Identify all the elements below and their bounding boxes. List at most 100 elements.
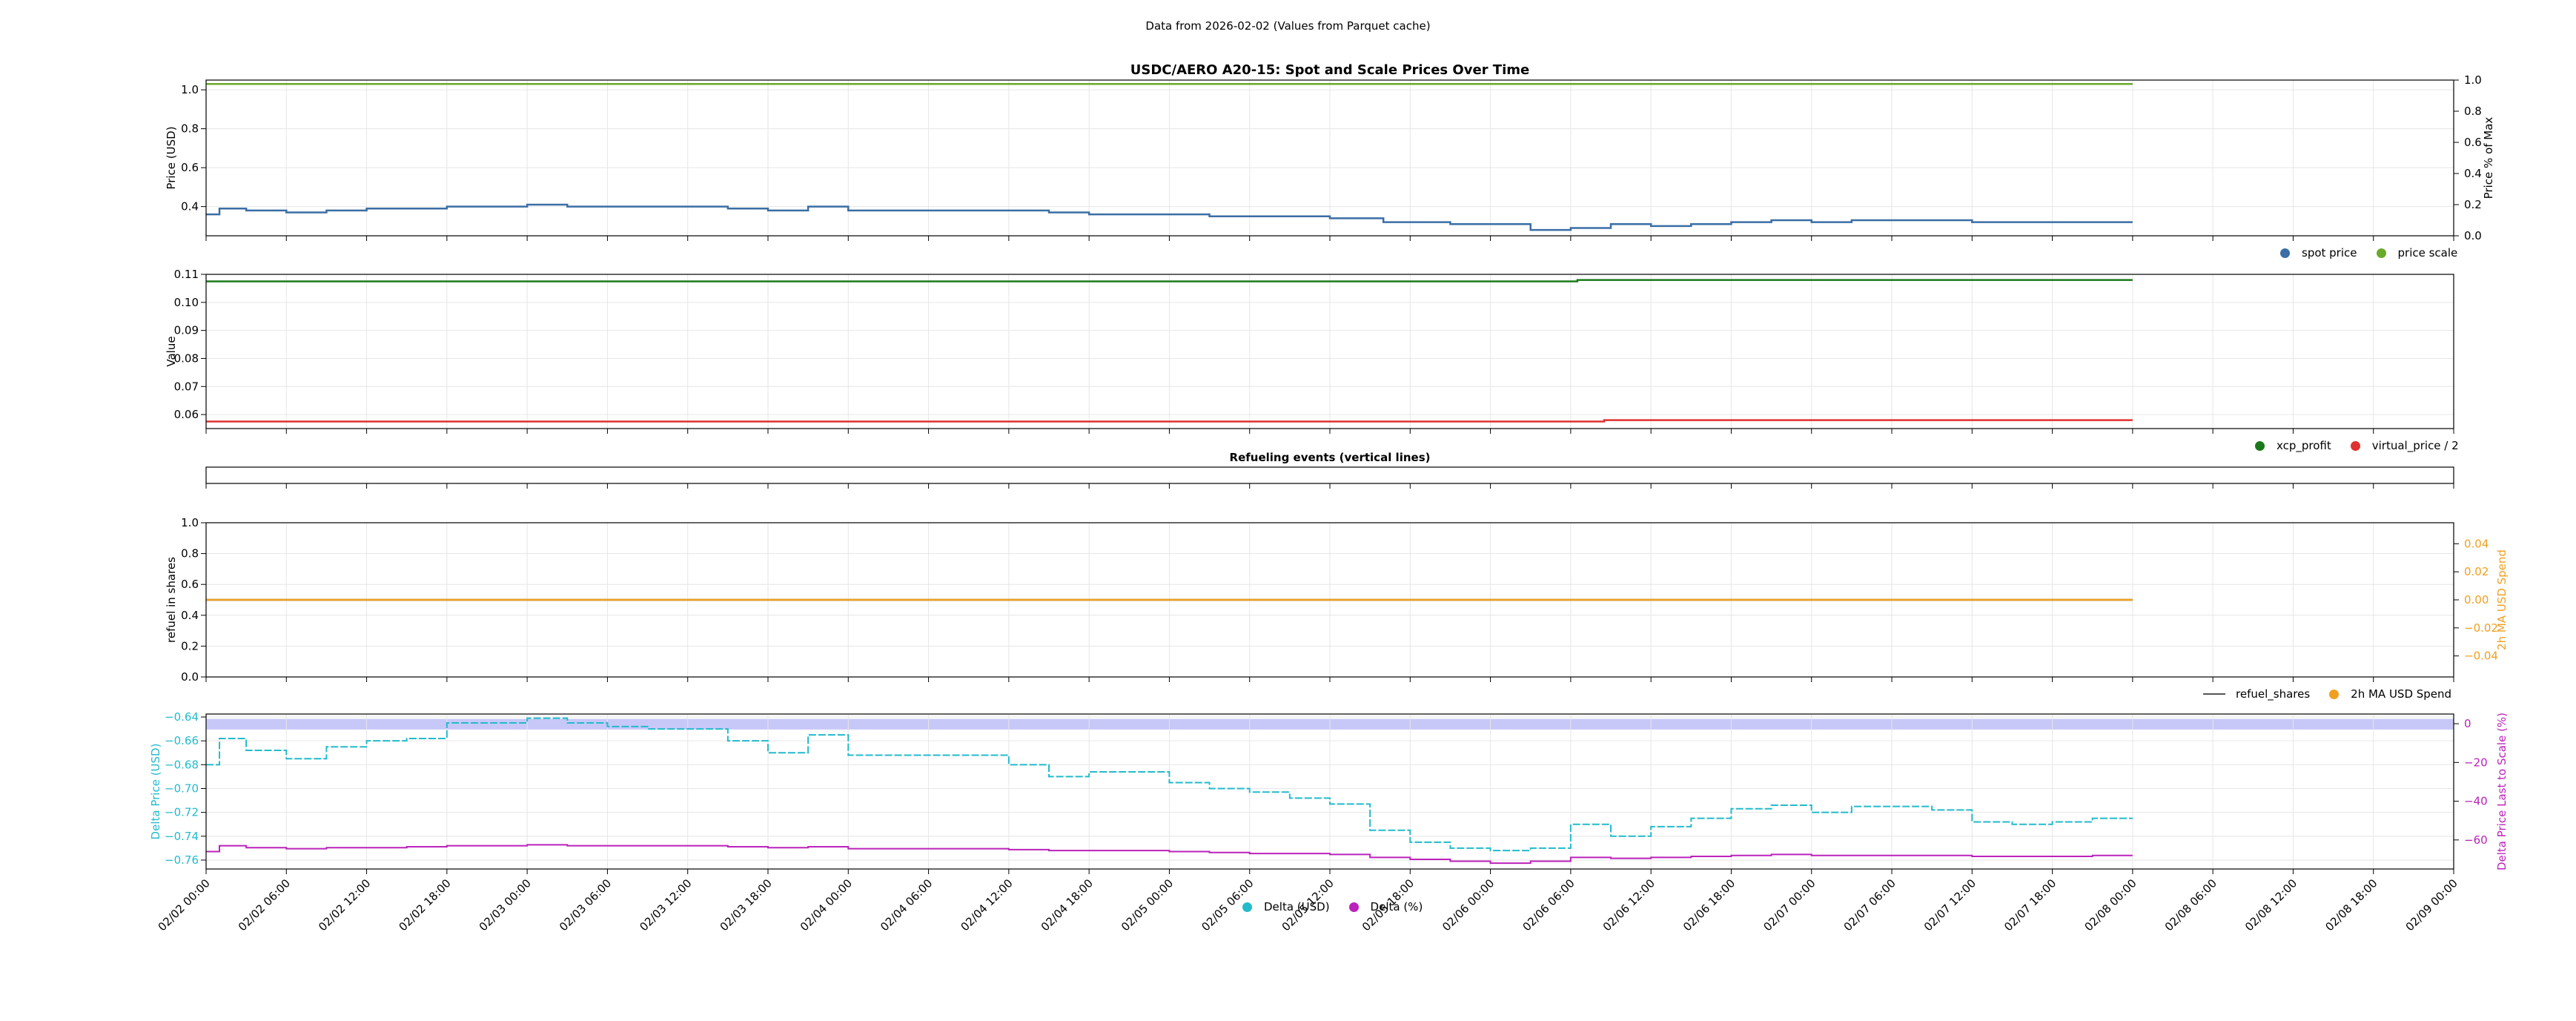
series-line-delta- [206,844,2133,865]
y-tick-label: 0.4 [181,609,199,622]
legend-swatch-refuel-shares [2203,693,2225,695]
y2-tick-label: 0.2 [2464,198,2482,211]
y-tick-label: −0.76 [165,853,199,867]
y-tick-label: −0.72 [165,806,199,819]
y2-tick-label: 0.02 [2464,565,2489,578]
y2-tick-label: −20 [2464,756,2488,769]
legend-swatch-delta-usd [1242,902,1252,912]
x-tick-label: 02/07 12:00 [1921,876,1979,934]
y-tick-label: 0.11 [174,268,199,281]
y2-tick-label: −0.04 [2464,650,2498,663]
y-axis-label: Price (USD) [165,126,178,189]
legend-label-usd-spend: 2h MA USD Spend [2351,687,2452,701]
x-tick-label: 02/04 18:00 [1039,876,1096,934]
x-tick-label: 02/07 18:00 [2001,876,2059,934]
y2-axis-label: Delta Price Last to Scale (%) [2495,713,2509,870]
y-tick-label: 0.8 [181,122,199,136]
y2-tick-label: 0.00 [2464,593,2489,607]
y-tick-label: 0.2 [181,639,199,652]
y2-tick-label: −60 [2464,833,2488,847]
plot-frame [205,274,2454,429]
x-tick-label: 02/06 06:00 [1520,876,1577,934]
y2-tick-label: 0.8 [2464,105,2482,118]
y-tick-label: 0.0 [181,670,199,684]
x-tick-label: 02/05 00:00 [1119,876,1176,934]
legend-swatch-virtual-price [2350,440,2360,451]
x-tick-label: 02/02 00:00 [156,876,213,934]
legend-item-price-scale: price scale [2376,246,2458,260]
legend-label-virtual-price: virtual_price / 2 [2371,439,2459,452]
y-tick-label: −0.68 [165,758,199,771]
x-tick-label: 02/07 00:00 [1761,876,1818,934]
legend-label-xcp-profit: xcp_profit [2277,439,2331,452]
y-tick-label: 0.10 [174,296,199,309]
series-line-virtual-price-2 [206,419,2133,423]
x-tick-label: 02/07 06:00 [1841,876,1898,934]
legend-panel-5: Delta (USD) Delta (%) [1223,900,1423,913]
legend-label-delta-usd: Delta (USD) [1264,900,1330,913]
x-tick-label: 02/08 06:00 [2162,876,2219,934]
x-tick-label: 02/04 06:00 [878,876,935,934]
legend-item-virtual-price: virtual_price / 2 [2350,439,2459,452]
y2-tick-label: 0.04 [2464,537,2489,550]
y-tick-label: 0.06 [174,408,199,421]
legend-label-refuel-shares: refuel_shares [2236,687,2311,701]
y-tick-label: −0.64 [165,710,199,724]
y-tick-label: −0.74 [165,830,199,843]
legend-swatch-spot-price [2280,248,2290,258]
legend-label-price-scale: price scale [2397,246,2458,260]
x-tick-label: 02/04 00:00 [798,876,855,934]
x-tick-label: 02/08 18:00 [2322,876,2380,934]
legend-item-xcp-profit: xcp_profit [2255,439,2331,452]
x-tick-label: 02/06 12:00 [1600,876,1658,934]
x-tick-label: 02/06 00:00 [1440,876,1497,934]
legend-item-spot-price: spot price [2280,246,2357,260]
y-tick-label: 0.08 [174,351,199,365]
y-tick-label: 0.07 [174,380,199,393]
plot-frame [205,79,2454,237]
x-tick-label: 02/03 06:00 [557,876,614,934]
x-tick-label: 02/09 00:00 [2403,876,2460,934]
y-tick-label: 1.0 [181,83,199,96]
x-tick-label: 02/08 12:00 [2242,876,2299,934]
legend-panel-1: spot price price scale [2261,246,2457,260]
x-tick-label: 02/04 12:00 [958,876,1015,934]
x-tick-label: 02/02 18:00 [396,876,453,934]
x-tick-label: 02/03 00:00 [477,876,534,934]
series-line-spot-price [206,203,2133,231]
y2-tick-label: 0.4 [2464,167,2482,180]
y2-axis-label: Price % of Max [2482,117,2495,199]
y-axis-label: refuel in shares [165,557,178,643]
y2-tick-label: −0.02 [2464,621,2498,635]
panel-title: Refueling events (vertical lines) [1230,451,1431,464]
x-tick-label: 02/03 12:00 [637,876,694,934]
legend-swatch-xcp-profit [2255,440,2265,451]
legend-panel-4: refuel_shares 2h MA USD Spend [2184,687,2451,701]
y-axis-label: Value [165,336,178,366]
x-tick-label: 02/06 18:00 [1681,876,1738,934]
y-tick-label: 0.4 [181,200,199,214]
y-tick-label: −0.70 [165,782,199,795]
y-tick-label: −0.66 [165,734,199,747]
legend-swatch-usd-spend [2329,689,2340,699]
y2-tick-label: 1.0 [2464,73,2482,87]
x-tick-label: 02/02 12:00 [316,876,373,934]
y2-tick-label: 0.6 [2464,136,2482,149]
plot-frame [205,522,2454,678]
y-tick-label: 0.8 [181,547,199,561]
y-tick-label: 0.6 [181,161,199,174]
y-tick-label: 0.6 [181,578,199,591]
y-tick-label: 0.09 [174,324,199,337]
x-tick-label: 02/08 00:00 [2082,876,2139,934]
legend-swatch-price-scale [2376,248,2386,258]
legend-swatch-delta-pct [1348,902,1359,912]
plot-frame [205,466,2454,484]
y2-axis-label: 2h MA USD Spend [2495,549,2509,650]
x-tick-label: 02/02 06:00 [236,876,293,934]
y2-tick-label: 0 [2464,717,2471,730]
y2-tick-label: 0.0 [2464,229,2482,242]
legend-label-delta-pct: Delta (%) [1370,900,1423,913]
legend-item-usd-spend: 2h MA USD Spend [2329,687,2451,701]
plot-frame [205,713,2454,870]
